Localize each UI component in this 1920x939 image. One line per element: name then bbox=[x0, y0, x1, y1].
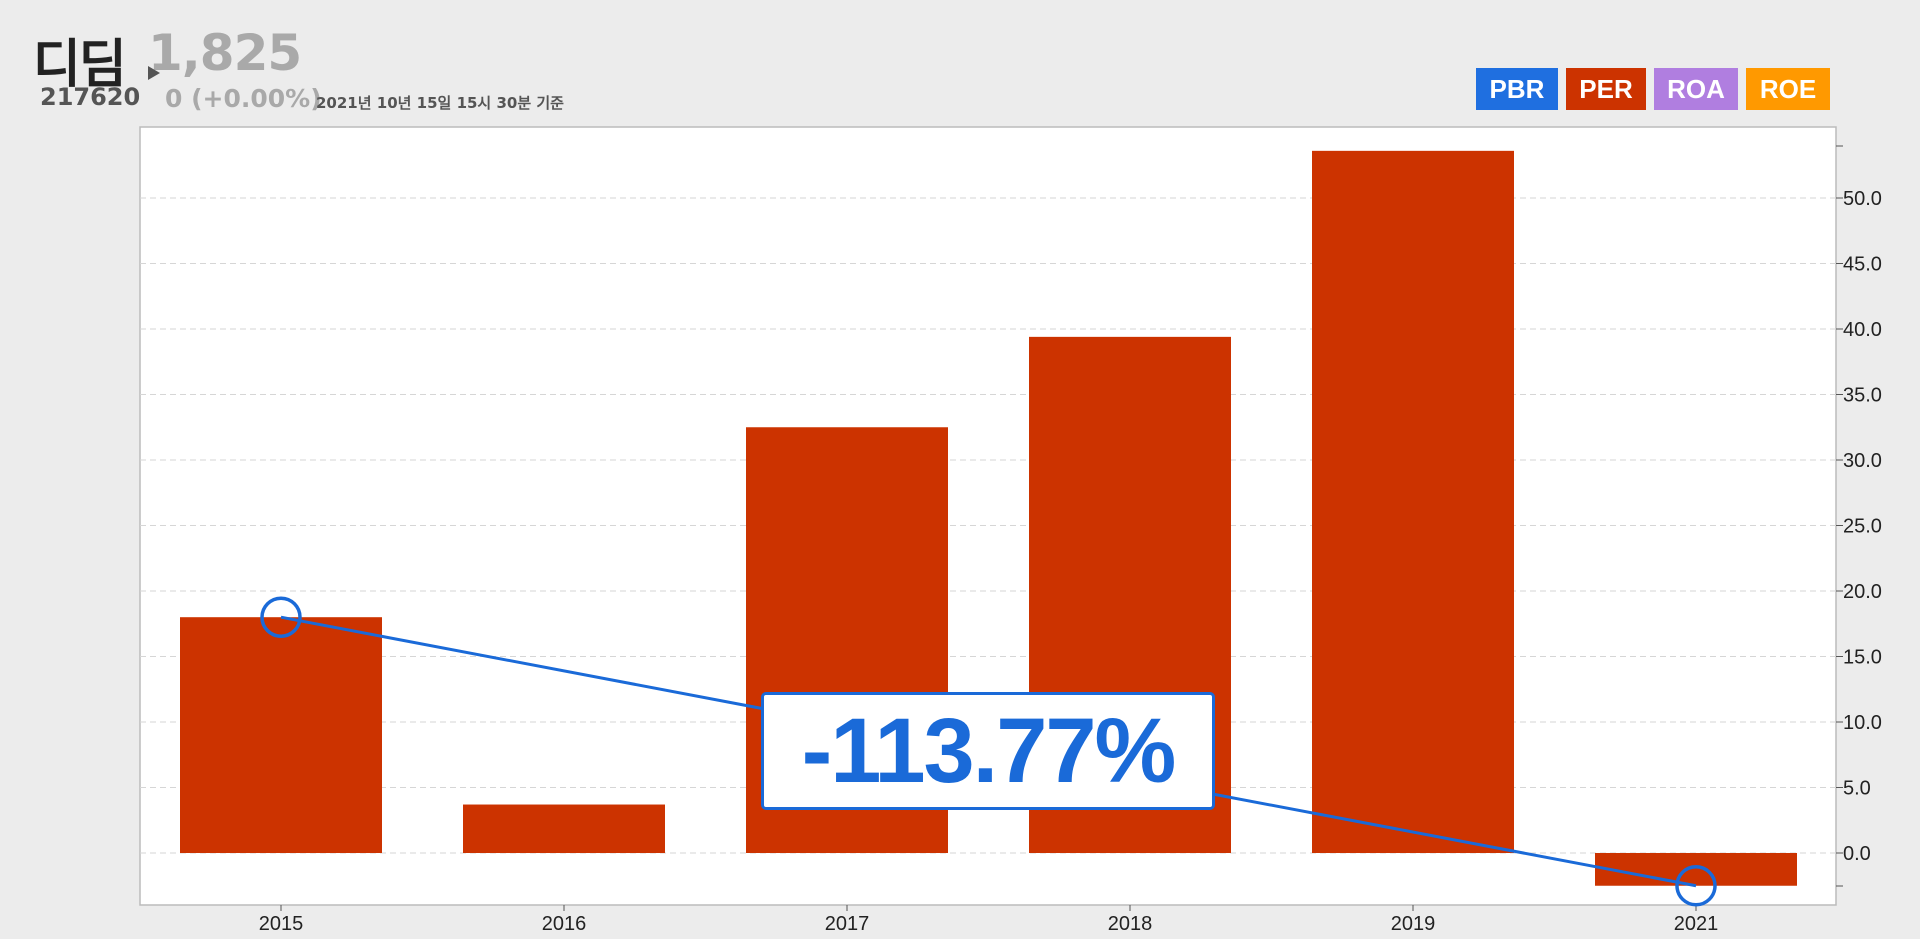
y-tick-label: 15.0 bbox=[1843, 647, 1882, 669]
stock-code: 217620 bbox=[40, 83, 141, 111]
trend-start-marker bbox=[260, 596, 302, 638]
bar-2016 bbox=[463, 804, 665, 853]
legend-roe-button[interactable]: ROE bbox=[1746, 68, 1830, 110]
y-tick-label: 0.0 bbox=[1843, 843, 1871, 865]
x-tick-label: 2018 bbox=[1108, 913, 1153, 935]
timestamp: 2021년 10년 15일 15시 30분 기준 bbox=[316, 94, 564, 112]
price-change: 0 (+0.00%) bbox=[165, 84, 322, 113]
y-tick-label: 30.0 bbox=[1843, 450, 1882, 472]
x-tick-label: 2019 bbox=[1391, 913, 1436, 935]
stock-price: 1,825 bbox=[148, 24, 302, 82]
y-tick-label: 20.0 bbox=[1843, 581, 1882, 603]
y-tick-label: 35.0 bbox=[1843, 385, 1882, 407]
bar-2021 bbox=[1595, 853, 1797, 886]
x-tick-label: 2016 bbox=[542, 913, 587, 935]
x-tick-label: 2015 bbox=[259, 913, 304, 935]
y-tick-label: 5.0 bbox=[1843, 778, 1871, 800]
y-tick-label: 10.0 bbox=[1843, 712, 1882, 734]
price-change-arrow-icon bbox=[148, 66, 160, 80]
bar-2019 bbox=[1312, 150, 1514, 854]
y-tick-label: 25.0 bbox=[1843, 516, 1882, 538]
legend-pbr-button[interactable]: PBR bbox=[1476, 68, 1558, 110]
x-tick-label: 2021 bbox=[1674, 913, 1719, 935]
legend-per-button[interactable]: PER bbox=[1566, 68, 1646, 110]
y-tick-label: 40.0 bbox=[1843, 319, 1882, 341]
trend-end-marker bbox=[1675, 865, 1717, 907]
legend-roa-button[interactable]: ROA bbox=[1654, 68, 1738, 110]
x-tick-label: 2017 bbox=[825, 913, 870, 935]
stock-name: 디딤 bbox=[33, 35, 127, 95]
change-callout: -113.77% bbox=[761, 692, 1215, 810]
bar-2015 bbox=[180, 617, 382, 853]
y-tick-label: 45.0 bbox=[1843, 254, 1882, 276]
y-tick-label: 50.0 bbox=[1843, 188, 1882, 210]
